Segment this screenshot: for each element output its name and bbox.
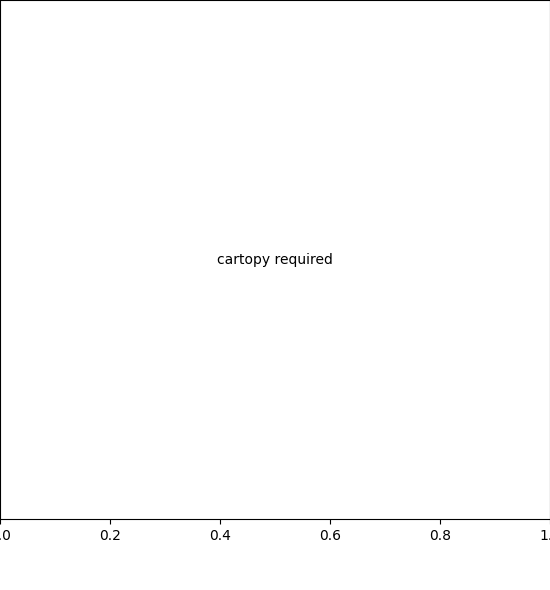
Text: cartopy required: cartopy required [217,253,333,267]
